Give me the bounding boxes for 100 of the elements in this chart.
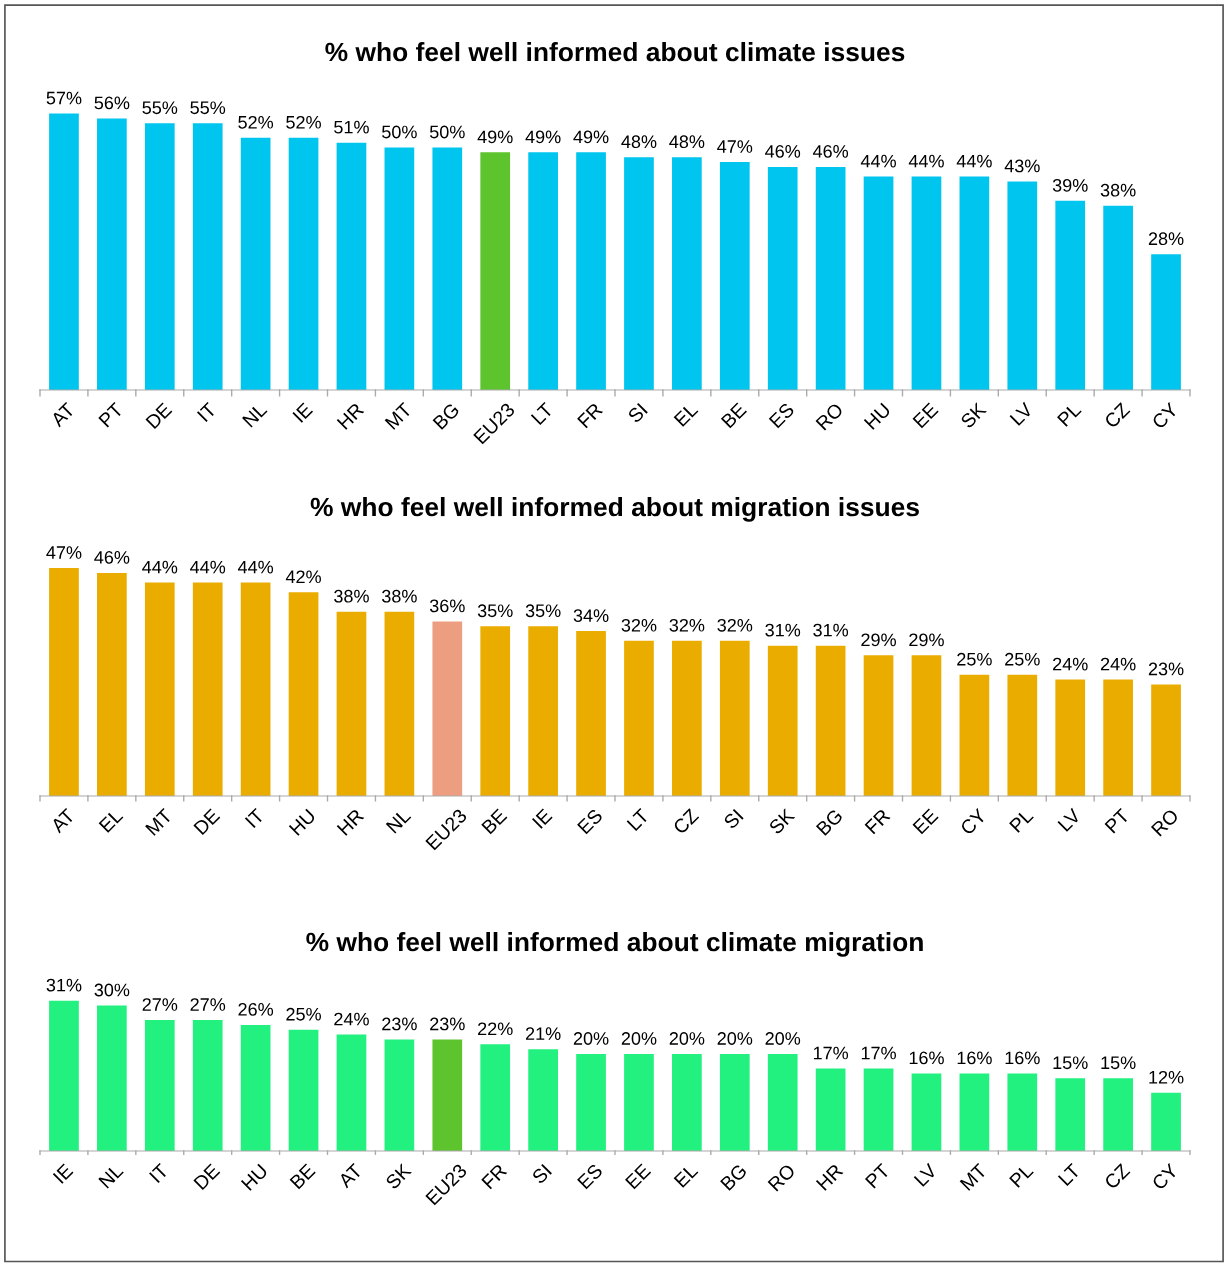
x-tick-label: DE [145,402,173,430]
bar [144,123,175,390]
data-label: 44% [860,154,896,168]
data-label: 24% [1100,657,1136,671]
x-tick-label: AT [337,1162,363,1189]
bar [719,640,750,796]
x-tick-label: BG [719,1163,748,1191]
data-label: 46% [812,144,849,158]
bar [815,645,846,796]
data-label: 55% [190,101,226,115]
bar [624,640,654,796]
x-tick-label: EL [98,808,124,833]
x-tick-label: SK [768,807,796,835]
x-tick-label: LT [626,807,650,831]
x-tick-label: BE [481,808,508,835]
data-label: 49% [477,130,513,144]
bar [192,582,223,796]
data-label: 52% [286,115,321,129]
data-label: 17% [813,1046,849,1060]
chart-title: % who feel well informed about climate issues [325,41,905,62]
bar [576,1054,606,1151]
x-tick-label: PT [98,401,124,428]
bar [1055,1078,1086,1151]
data-label: 48% [621,135,657,149]
data-label: 36% [429,599,465,613]
bar [384,147,415,390]
data-label: 42% [285,570,321,584]
data-label: 29% [909,633,944,647]
bar [1007,1073,1038,1151]
bar [336,1034,367,1151]
x-tick-label: CZ [672,807,700,835]
data-label: 44% [237,560,274,574]
x-tick-label: SK [384,1162,413,1190]
x-tick-label: FR [577,402,604,429]
bar [959,674,990,796]
data-label: 23% [430,1017,465,1031]
x-tick-label: PT [864,1162,891,1189]
data-label: 32% [717,618,753,632]
data-label: 57% [46,91,82,105]
bar [767,645,798,796]
data-label: 50% [382,125,417,139]
data-label: 25% [1005,652,1040,666]
data-label: 17% [861,1046,896,1060]
x-tick-label: MT [959,1162,988,1191]
bar [624,157,654,390]
data-label: 46% [94,550,130,564]
bar [863,176,894,390]
data-label: 55% [142,101,178,115]
data-label: 29% [861,633,896,647]
x-tick-label: IE [532,808,553,829]
data-label: 48% [669,135,705,149]
x-tick-label: FR [481,1163,508,1190]
chart-title: % who feel well informed about migration issues [310,496,919,522]
data-label: 32% [669,618,705,632]
bar [528,626,558,796]
bar [49,1000,79,1151]
bar [767,1054,798,1151]
bar [911,1073,942,1151]
bar [1103,205,1133,390]
x-tick-label: EL [673,402,699,427]
data-label: 49% [573,130,609,144]
x-tick-label: IT [149,1162,170,1184]
bar [1103,679,1133,796]
x-tick-label: NL [242,402,268,428]
bar [1007,181,1038,390]
data-label: 20% [669,1032,705,1045]
x-tick-label: IE [292,402,313,423]
x-tick-label: LV [1057,807,1082,832]
data-label: 39% [1052,178,1088,192]
bar [911,655,942,796]
bar [240,137,271,390]
bar [49,568,79,796]
data-label: 50% [429,125,465,139]
data-label: 22% [478,1022,513,1036]
x-tick-label: ES [576,808,604,835]
bar [767,166,798,390]
bar [49,113,79,390]
bar [240,1024,271,1151]
data-label: 38% [334,589,369,603]
data-label: 25% [957,652,992,666]
data-label: 23% [1148,662,1184,676]
data-label: 47% [717,140,753,153]
x-tick-label: HR [815,1163,844,1191]
data-label: 15% [1101,1056,1136,1070]
x-tick-label: PL [1057,402,1082,427]
x-tick-label: CZ [1103,401,1131,429]
data-label: 52% [238,115,274,129]
x-tick-label: SK [959,401,988,429]
data-label: 35% [477,604,513,618]
data-label: 27% [142,998,178,1011]
bar [288,592,319,796]
x-tick-label: SI [722,808,744,830]
data-label: 31% [46,978,82,992]
data-label: 44% [908,154,944,168]
data-label: 12% [1149,1070,1184,1084]
data-label: 20% [573,1032,609,1045]
x-tick-label: ES [576,1163,604,1190]
data-label: 20% [621,1032,657,1045]
data-label: 35% [525,604,561,618]
x-tick-label: RO [767,1163,797,1192]
